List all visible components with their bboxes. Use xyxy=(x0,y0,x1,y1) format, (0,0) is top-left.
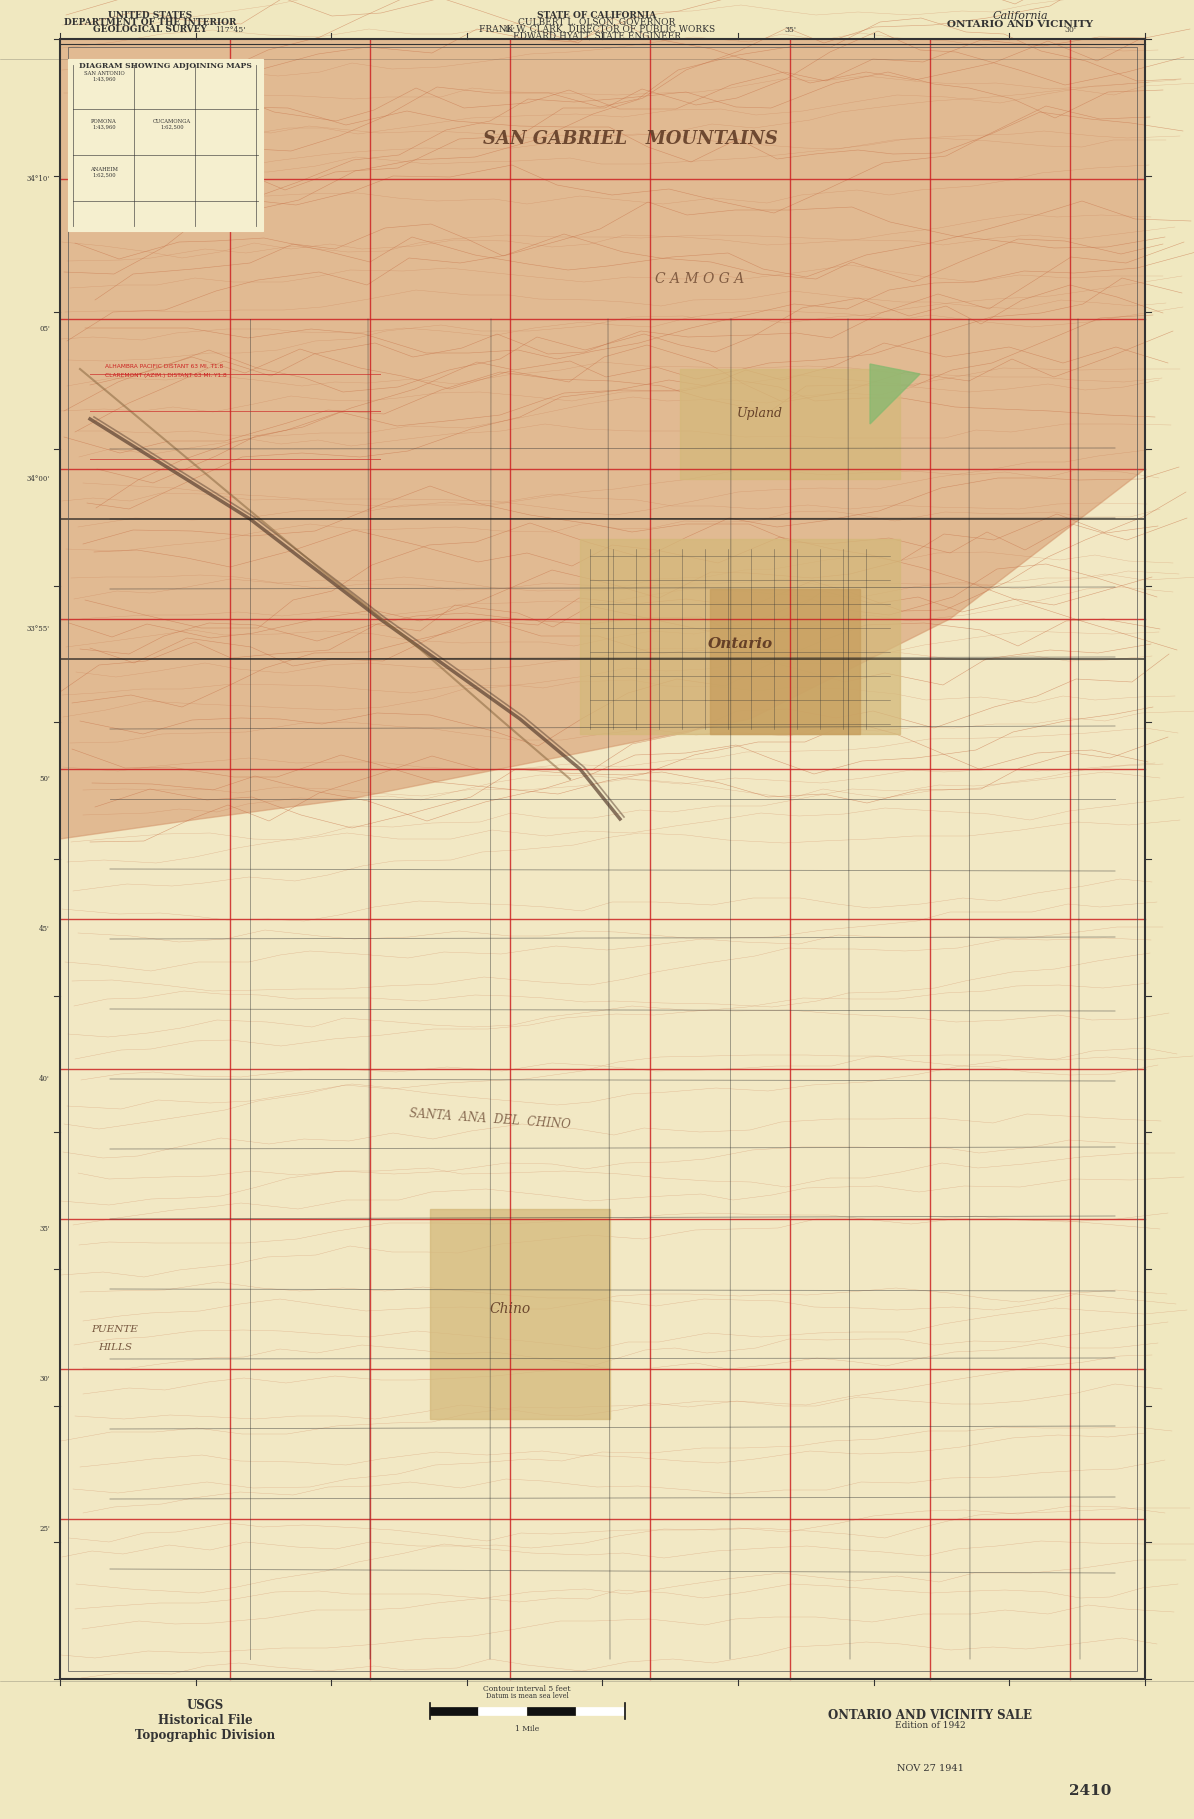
Text: 45': 45' xyxy=(39,926,50,933)
Text: 34°10': 34°10' xyxy=(26,175,50,184)
Text: Contour interval 5 feet: Contour interval 5 feet xyxy=(484,1684,571,1693)
Text: 40': 40' xyxy=(39,1075,50,1082)
Text: 25': 25' xyxy=(39,1524,50,1533)
Text: NOV 27 1941: NOV 27 1941 xyxy=(897,1764,964,1774)
Text: DIAGRAM SHOWING ADJOINING MAPS: DIAGRAM SHOWING ADJOINING MAPS xyxy=(79,62,252,69)
Text: 30': 30' xyxy=(39,1375,50,1382)
Text: Edition of 1942: Edition of 1942 xyxy=(894,1721,965,1730)
Text: CULBERT L. OLSON, GOVERNOR: CULBERT L. OLSON, GOVERNOR xyxy=(518,18,676,27)
Text: 1 Mile: 1 Mile xyxy=(515,1724,540,1734)
Text: 40': 40' xyxy=(504,25,516,35)
Text: UNITED STATES: UNITED STATES xyxy=(107,11,192,20)
Text: GEOLOGICAL SURVEY: GEOLOGICAL SURVEY xyxy=(93,25,207,35)
Text: POMONA
1:43,960: POMONA 1:43,960 xyxy=(91,118,117,129)
Text: CUCAMONGA
1:62,500: CUCAMONGA 1:62,500 xyxy=(153,118,191,129)
Bar xyxy=(68,47,1137,1672)
Polygon shape xyxy=(60,38,1145,839)
Text: 05': 05' xyxy=(39,326,50,333)
Text: 33°55': 33°55' xyxy=(27,626,50,633)
Bar xyxy=(681,369,900,478)
Text: Datum is mean sea level: Datum is mean sea level xyxy=(486,1692,568,1701)
Text: STATE OF CALIFORNIA: STATE OF CALIFORNIA xyxy=(537,11,657,20)
Text: California: California xyxy=(992,11,1048,22)
Text: Upland: Upland xyxy=(737,407,783,420)
Text: CLAREMONT (AZIM.) DISTANT 63 MI. Y1.8: CLAREMONT (AZIM.) DISTANT 63 MI. Y1.8 xyxy=(105,373,227,378)
Bar xyxy=(576,1706,624,1715)
Bar xyxy=(710,589,860,735)
Text: ONTARIO AND VICINITY: ONTARIO AND VICINITY xyxy=(947,20,1093,29)
Text: 35': 35' xyxy=(39,1224,50,1233)
Text: 30': 30' xyxy=(1064,25,1076,35)
Bar xyxy=(430,1706,478,1715)
Text: FRANK W. CLARK, DIRECTOR OF PUBLIC WORKS: FRANK W. CLARK, DIRECTOR OF PUBLIC WORKS xyxy=(479,25,715,35)
Text: 117°45': 117°45' xyxy=(215,25,245,35)
Text: Chino: Chino xyxy=(490,1302,530,1315)
Text: C A M O G A: C A M O G A xyxy=(656,273,745,286)
Text: SANTA  ANA  DEL  CHINO: SANTA ANA DEL CHINO xyxy=(408,1108,571,1131)
Bar xyxy=(68,58,263,231)
Text: PUENTE: PUENTE xyxy=(92,1324,139,1333)
Text: ALHAMBRA PACIFIC DISTANT 63 MI. T1.8: ALHAMBRA PACIFIC DISTANT 63 MI. T1.8 xyxy=(105,364,223,369)
Text: 2410: 2410 xyxy=(1069,1784,1112,1797)
Bar xyxy=(478,1706,527,1715)
Bar xyxy=(580,538,900,735)
Bar xyxy=(527,1706,576,1715)
Text: 35': 35' xyxy=(784,25,796,35)
Text: ANAHEIM
1:62,500: ANAHEIM 1:62,500 xyxy=(90,167,118,178)
Bar xyxy=(430,1210,610,1419)
Text: ONTARIO AND VICINITY SALE: ONTARIO AND VICINITY SALE xyxy=(827,1710,1032,1723)
Text: SAN GABRIEL   MOUNTAINS: SAN GABRIEL MOUNTAINS xyxy=(482,129,777,147)
Text: HILLS: HILLS xyxy=(98,1342,133,1352)
Text: Ontario: Ontario xyxy=(707,637,773,651)
Text: EDWARD HYATT, STATE ENGINEER: EDWARD HYATT, STATE ENGINEER xyxy=(513,33,681,42)
Polygon shape xyxy=(870,364,921,424)
Text: DEPARTMENT OF THE INTERIOR: DEPARTMENT OF THE INTERIOR xyxy=(63,18,236,27)
Text: SAN ANTONIO
1:43,960: SAN ANTONIO 1:43,960 xyxy=(84,71,124,82)
Text: USGS
Historical File
Topographic Division: USGS Historical File Topographic Divisio… xyxy=(135,1699,275,1743)
Text: 34°00': 34°00' xyxy=(26,475,50,484)
Text: 50': 50' xyxy=(39,775,50,782)
